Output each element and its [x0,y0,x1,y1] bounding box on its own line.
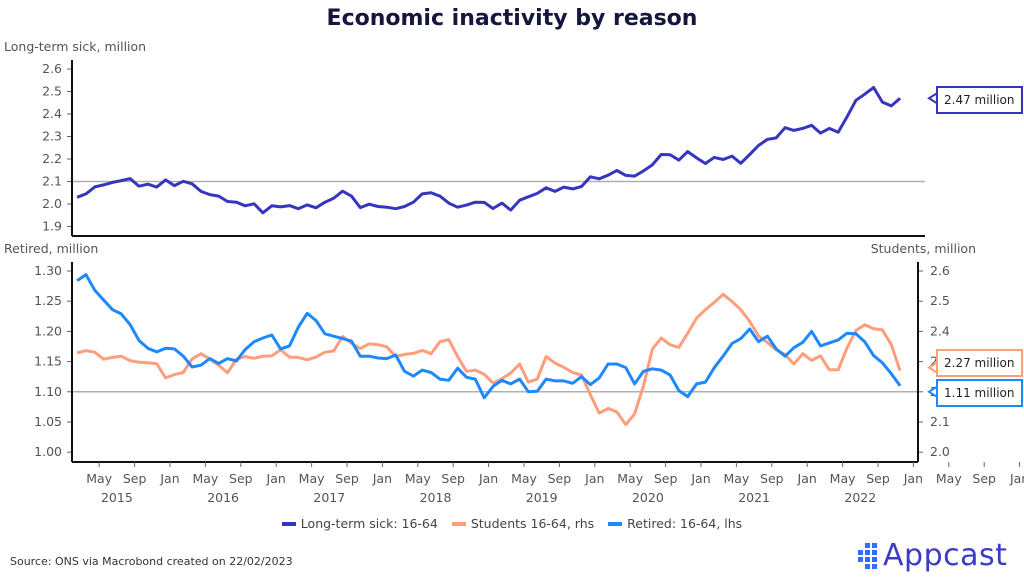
x-tick-label: May [511,471,537,486]
legend-swatch [451,521,466,526]
legend: Long-term sick: 16-64 Students 16-64, rh… [0,516,1024,531]
x-tick-label: Jan [159,471,179,486]
top-y-axis-label: Long-term sick, million [4,39,147,54]
x-tick-label: Sep [548,471,572,486]
logo-wordmark: Appcast [883,538,1008,573]
x-tick-label: Jan [478,471,498,486]
x-tick-label: Sep [335,471,359,486]
x-tick-label: Jan [1009,471,1024,486]
right-y-tick-label: 2.0 [930,444,950,459]
y-tick-label: 2.3 [42,129,62,144]
series-line-retired [76,273,902,400]
left-y-tick-label: 1.30 [34,263,62,278]
right-y-tick-label: 2.1 [930,414,950,429]
x-tick-label: Sep [123,471,147,486]
x-year-label: 2015 [101,490,133,505]
x-tick-label: Jan [372,471,392,486]
left-y-tick-label: 1.00 [34,444,62,459]
x-tick-label: Jan [797,471,817,486]
right-y-axis-label: Students, million [870,241,976,256]
left-y-tick-label: 1.15 [34,354,62,369]
x-tick-label: Sep [972,471,996,486]
x-tick-label: May [86,471,112,486]
legend-item-students: Students 16-64, rhs [451,516,595,531]
left-y-axis-label: Retired, million [4,241,99,256]
legend-label: Retired: 16-64, lhs [627,516,743,531]
series-line-students [76,292,902,427]
right-y-tick-label: 2.6 [930,263,950,278]
x-tick-label: Sep [654,471,678,486]
x-tick-label: Sep [866,471,890,486]
x-tick-label: Sep [441,471,465,486]
left-y-tick-label: 1.10 [34,384,62,399]
legend-item-long-term-sick: Long-term sick: 16-64 [281,516,438,531]
legend-label: Students 16-64, rhs [470,516,595,531]
y-tick-label: 2.0 [42,196,62,211]
x-tick-label: Jan [266,471,286,486]
x-tick-label: Jan [903,471,923,486]
callout-long-term-sick: 2.47 million [936,86,1023,114]
y-tick-label: 2.4 [42,106,62,121]
x-year-label: 2022 [844,490,876,505]
x-tick-label: Jan [584,471,604,486]
logo-dots-icon [858,542,877,569]
x-tick-label: May [617,471,643,486]
legend-swatch [281,521,296,526]
y-tick-label: 1.9 [42,219,62,234]
x-tick-label: May [936,471,962,486]
x-tick-label: May [830,471,856,486]
callout-students: 2.27 million [936,349,1023,377]
y-tick-label: 2.2 [42,151,62,166]
x-tick-label: Sep [760,471,784,486]
legend-label: Long-term sick: 16-64 [300,516,438,531]
x-tick-label: May [192,471,218,486]
appcast-logo: Appcast [858,538,1007,573]
legend-swatch [608,521,623,526]
right-y-tick-label: 2.4 [930,323,950,338]
left-y-tick-label: 1.25 [34,293,62,308]
x-year-label: 2019 [526,490,558,505]
x-tick-label: May [299,471,325,486]
series-line-long-term-sick [76,86,902,215]
left-y-tick-label: 1.05 [34,414,62,429]
source-note: Source: ONS via Macrobond created on 22/… [10,555,293,568]
callout-pointer [927,385,938,398]
x-year-label: 2017 [313,490,345,505]
x-year-label: 2020 [632,490,664,505]
chart-title: Economic inactivity by reason [326,6,698,31]
callout-retired: 1.11 million [936,379,1023,407]
right-y-tick-label: 2.5 [930,293,950,308]
callout-pointer [927,92,938,105]
legend-item-retired: Retired: 16-64, lhs [608,516,742,531]
x-year-label: 2018 [420,490,452,505]
x-year-label: 2016 [207,490,239,505]
left-y-tick-label: 1.20 [34,323,62,338]
x-tick-label: May [723,471,749,486]
y-tick-label: 2.5 [42,84,62,99]
y-tick-label: 2.6 [42,61,62,76]
y-tick-label: 2.1 [42,174,62,189]
x-tick-label: May [405,471,431,486]
x-tick-label: Sep [229,471,253,486]
x-year-label: 2021 [738,490,770,505]
x-tick-label: Jan [690,471,710,486]
callout-pointer [927,361,938,374]
